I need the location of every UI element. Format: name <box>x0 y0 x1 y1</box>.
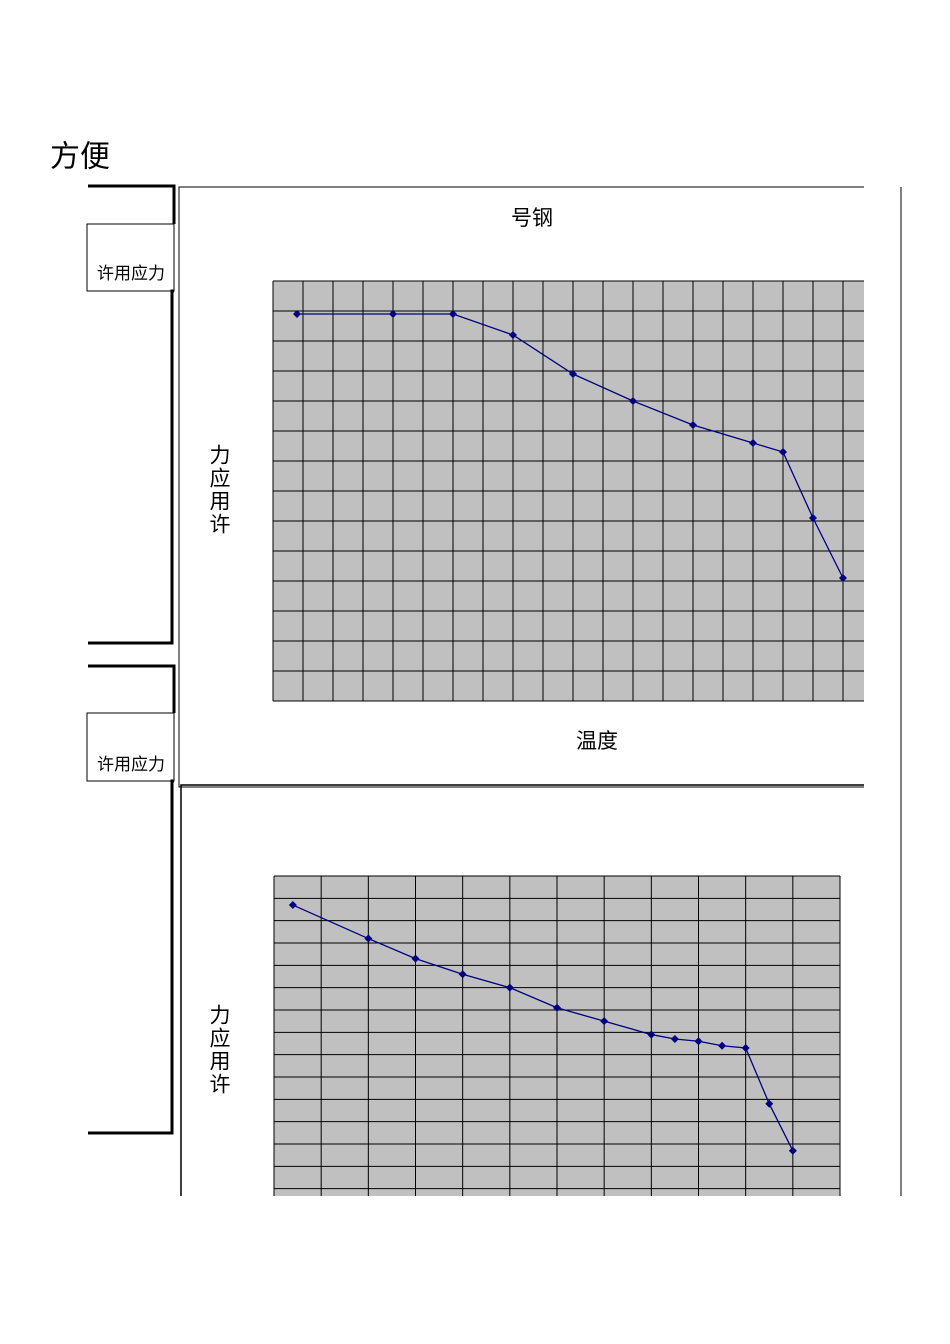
data-point <box>569 370 577 378</box>
y-axis-label: 力应用许 <box>207 1004 231 1096</box>
data-point <box>600 1017 609 1026</box>
x-axis-label: 温度 <box>576 729 618 753</box>
y-axis-label: 力应用许 <box>207 444 231 536</box>
data-point <box>809 514 817 522</box>
data-point <box>718 1041 727 1050</box>
data-point <box>765 1099 774 1108</box>
data-point <box>411 954 420 963</box>
side-label: 许用应力 <box>97 755 165 775</box>
series-line <box>292 904 794 1151</box>
data-point <box>647 1030 656 1039</box>
chart-frame <box>180 784 864 1196</box>
bracket <box>88 184 176 224</box>
label-box <box>86 223 175 292</box>
data-point <box>293 310 301 318</box>
data-point <box>689 421 697 429</box>
side-label: 许用应力 <box>97 264 165 284</box>
data-point <box>553 1003 561 1012</box>
bracket <box>88 664 176 713</box>
label-box <box>86 712 175 782</box>
data-point <box>389 310 397 318</box>
data-point <box>629 397 637 405</box>
doc-title: 方便 <box>50 140 110 175</box>
data-point <box>670 1035 679 1044</box>
data-point <box>509 331 517 339</box>
brackets <box>86 184 902 1196</box>
data-point <box>788 1146 797 1155</box>
data-point <box>741 1043 750 1052</box>
bracket <box>88 779 174 1135</box>
data-point <box>449 310 457 318</box>
data-point <box>839 574 847 582</box>
data-point <box>694 1037 703 1046</box>
data-point <box>364 934 373 943</box>
data-point <box>505 983 514 992</box>
bracket <box>88 289 174 645</box>
data-point <box>288 901 297 910</box>
chart-frame <box>178 186 864 788</box>
data-point <box>749 439 757 447</box>
data-point <box>458 970 467 979</box>
chart-title: 号钢 <box>511 206 553 230</box>
data-point <box>779 448 787 456</box>
chart: 力应用许 <box>207 875 841 1196</box>
